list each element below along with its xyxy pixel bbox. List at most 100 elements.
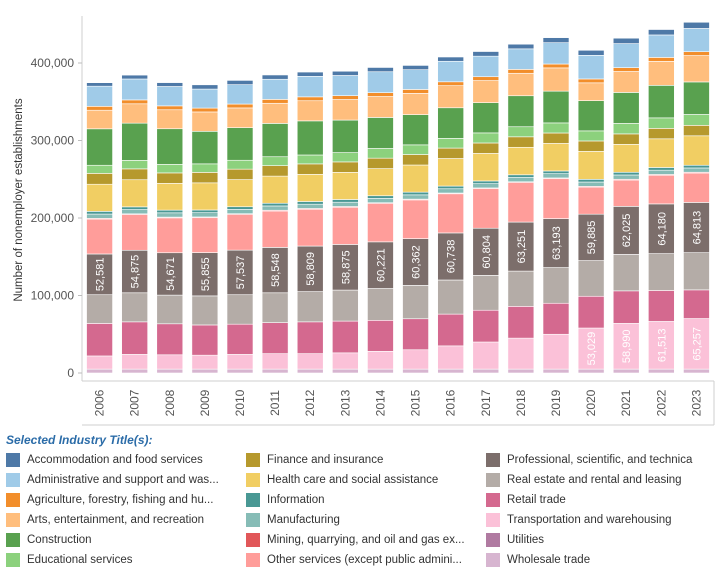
bar-segment [472, 275, 500, 311]
bar-segment [226, 214, 254, 251]
legend-swatch [6, 453, 20, 467]
bar-segment [402, 69, 429, 90]
legend-item[interactable]: Agriculture, forestry, fishing and hu... [6, 492, 238, 508]
bar-segment [683, 172, 710, 203]
bar-segment [437, 107, 464, 139]
bar-segment [577, 78, 605, 84]
bar-segment [507, 95, 535, 128]
bar-segment [577, 82, 605, 101]
legend-item[interactable]: Retail trade [486, 492, 718, 508]
bar-segment [612, 43, 640, 68]
legend-item[interactable]: Other services (except public admini... [246, 552, 478, 568]
legend-title: Selected Industry Title(s): [6, 433, 153, 447]
bar-segment [191, 368, 219, 374]
data-label: 62,025 [621, 214, 633, 248]
bar-segment [226, 179, 254, 208]
bar-segment [542, 368, 570, 374]
bar-segment [296, 201, 324, 205]
bar-segment [226, 159, 254, 170]
legend-item[interactable]: Accommodation and food services [6, 452, 238, 468]
bar-segment [683, 125, 710, 137]
bar-segment [542, 90, 570, 124]
legend-item[interactable]: Transportation and warehousing [486, 512, 718, 528]
bar-segment [156, 105, 184, 111]
legend-item[interactable]: Educational services [6, 552, 238, 568]
bar-segment [261, 322, 289, 354]
bar-segment [542, 218, 570, 268]
bar-segment [402, 164, 429, 193]
legend-item[interactable]: Wholesale trade [486, 552, 718, 568]
legend-swatch [486, 453, 500, 467]
bar-segment [156, 294, 184, 325]
bar-segment [367, 203, 394, 243]
x-tick-label: 2023 [689, 389, 703, 416]
bar-segment [472, 142, 500, 154]
bar-segment [472, 55, 500, 78]
bar-segment [296, 71, 324, 77]
legend-item[interactable]: Health care and social assistance [246, 472, 478, 488]
bar-segment [683, 135, 710, 166]
bar-segment [507, 182, 535, 223]
legend-item[interactable]: Real estate and rental and leasing [486, 472, 718, 488]
legend-item[interactable]: Mining, quarrying, and oil and gas ex... [246, 532, 478, 548]
bar-segment [577, 186, 605, 215]
bar-segment [367, 198, 394, 204]
legend-item[interactable]: Manufacturing [246, 512, 478, 528]
legend-label: Information [267, 494, 325, 506]
bar-segment [156, 354, 184, 370]
data-label: 60,804 [481, 235, 493, 269]
bar-segment [683, 55, 710, 83]
legend-item[interactable]: Utilities [486, 532, 718, 548]
legend-item[interactable]: Administrative and support and was... [6, 472, 238, 488]
bar-segment [121, 292, 148, 323]
bar-segment [191, 252, 219, 297]
bar-segment [402, 114, 429, 146]
bar-segment [226, 294, 254, 325]
legend-label: Retail trade [507, 494, 566, 506]
bar-segment [261, 165, 289, 177]
bar-segment [437, 345, 464, 370]
bar-segment [156, 109, 184, 130]
bar-segment [191, 182, 219, 211]
data-label: 63,193 [551, 226, 563, 260]
bar-segment [332, 70, 359, 76]
bar-segment [472, 227, 500, 276]
bar-segment [577, 368, 605, 374]
bar-segment [191, 131, 219, 165]
bar-segment [437, 185, 464, 190]
bar-segment [191, 354, 219, 370]
bar-segment [156, 86, 184, 107]
bar-segment [191, 172, 219, 184]
bar-segment [507, 136, 535, 148]
legend-swatch [246, 533, 260, 547]
legend-swatch [6, 513, 20, 527]
legend-item[interactable]: Finance and insurance [246, 452, 478, 468]
bar-segment [296, 154, 324, 165]
bar-segment [86, 355, 113, 370]
bar-segment [332, 352, 359, 370]
legend-swatch [6, 473, 20, 487]
bar-segment [86, 323, 113, 357]
data-label: 61,513 [656, 328, 668, 362]
bar-segment [648, 290, 675, 322]
legend-swatch [486, 473, 500, 487]
legend-swatch [246, 553, 260, 567]
x-tick-label: 2015 [409, 389, 423, 416]
legend-item[interactable]: Arts, entertainment, and recreation [6, 512, 238, 528]
legend-item[interactable]: Professional, scientific, and technica [486, 452, 718, 468]
bar-segment [296, 100, 324, 122]
bar-segment [648, 174, 675, 205]
legend-label: Administrative and support and was... [27, 474, 219, 486]
bar-segment [437, 60, 464, 83]
legend-item[interactable]: Construction [6, 532, 238, 548]
x-tick-label: 2010 [233, 389, 247, 416]
bar-segment [121, 122, 148, 161]
legend-item[interactable]: Information [246, 492, 478, 508]
bar-segment [683, 164, 710, 169]
data-label: 64,813 [691, 211, 703, 245]
bar-segment [121, 249, 148, 294]
bar-segment [437, 232, 464, 281]
bar-segment [226, 206, 254, 210]
bar-segment [332, 152, 359, 163]
bar-segment [296, 291, 324, 323]
